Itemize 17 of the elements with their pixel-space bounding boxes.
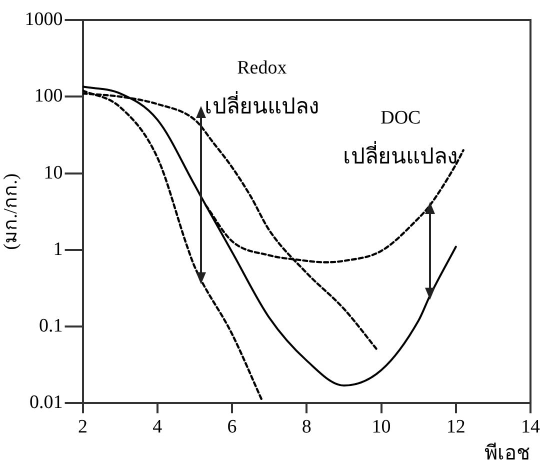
y-tick-label: 0.1 xyxy=(39,316,63,337)
y-axis-title: (มก./กก.) xyxy=(0,173,22,250)
x-tick-label: 4 xyxy=(152,416,163,438)
y-tick-label: 1000 xyxy=(24,8,63,30)
x-tick-label: 10 xyxy=(372,416,391,438)
x-tick-label: 14 xyxy=(521,416,540,438)
x-tick-label: 6 xyxy=(227,416,237,438)
y-tick-label: 100 xyxy=(34,86,63,107)
annotation: Redox เปลี่ยนแปลง xyxy=(204,58,320,119)
x-tick-label: 2 xyxy=(78,416,88,438)
y-tick-label: 10 xyxy=(44,162,63,184)
x-tick-label: 12 xyxy=(446,416,466,438)
annotation: DOC เปลี่ยนแปลง xyxy=(343,107,458,168)
y-tick-label: 1 xyxy=(53,238,63,260)
x-axis-title: พีเอช xyxy=(484,442,530,464)
x-tick-label: 8 xyxy=(302,416,312,438)
y-tick-label: 0.01 xyxy=(30,392,63,414)
